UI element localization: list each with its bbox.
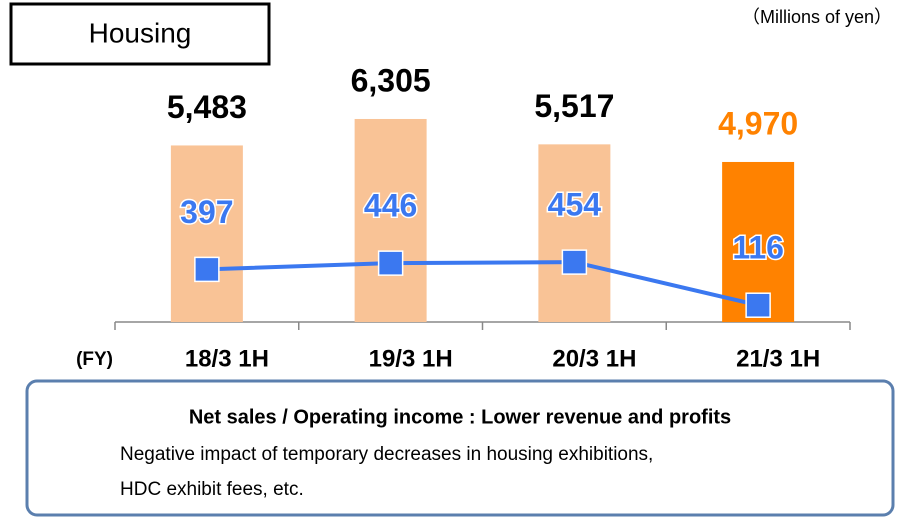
- callout-body: HDC exhibit fees, etc.: [120, 479, 304, 500]
- callout-heading: Net sales / Operating income : Lower rev…: [189, 406, 731, 428]
- line-value-label: 397: [180, 194, 233, 230]
- line-marker: [377, 250, 404, 276]
- bar-value-label: 6,305: [351, 62, 431, 98]
- x-prefix: (FY): [76, 349, 113, 370]
- x-tick-label: 20/3 1H: [552, 345, 636, 372]
- bar: [538, 144, 611, 322]
- bar: [170, 145, 243, 322]
- x-tick-label: 18/3 1H: [185, 345, 269, 372]
- bar-value-label: 5,517: [534, 88, 614, 124]
- title-box: [9, 2, 271, 66]
- x-tick-label: 21/3 1H: [736, 345, 820, 372]
- line-value-label: 116: [732, 230, 784, 266]
- line-value-label: 454: [548, 187, 602, 223]
- bar-value-label: 4,970: [718, 105, 798, 141]
- bar: [354, 118, 427, 322]
- bar-value-label: 5,483: [167, 89, 247, 125]
- callout-box: [25, 379, 895, 517]
- line-marker: [561, 249, 588, 275]
- line-value-label: 446: [364, 188, 417, 224]
- x-tick-label: 19/3 1H: [369, 345, 453, 372]
- callout-body: Negative impact of temporary decreases i…: [120, 444, 653, 465]
- line-marker: [745, 292, 771, 318]
- chart-title: Housing: [89, 17, 192, 48]
- line: [206, 260, 759, 308]
- unit-label: （Millions of yen）: [742, 7, 892, 27]
- line-marker: [194, 256, 220, 283]
